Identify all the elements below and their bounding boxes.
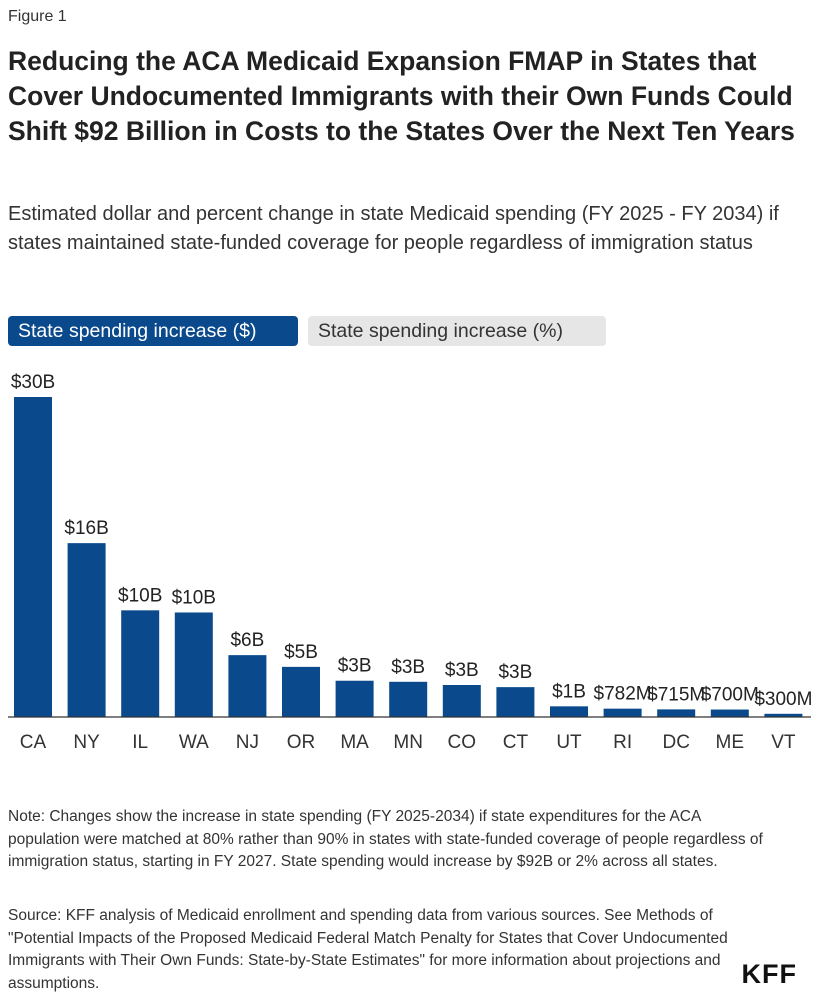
bar-dc[interactable]: [657, 709, 696, 717]
bar-mn[interactable]: [389, 681, 428, 717]
data-label-ma: $3B: [338, 656, 372, 677]
bar-or[interactable]: [282, 666, 320, 717]
toggle-dollars-button[interactable]: State spending increase ($): [8, 316, 298, 346]
tick-label-ct: CT: [503, 732, 529, 753]
tick-label-ny: NY: [73, 732, 100, 753]
data-label-wa: $10B: [172, 587, 216, 608]
bar-vt[interactable]: [764, 713, 803, 717]
data-label-ca: $30B: [11, 372, 55, 393]
bar-chart: $30B CA $16B NY $10B IL $10B WA $6B NJ $5B OR $3B MA $…: [8, 372, 813, 753]
bar-ny[interactable]: [67, 543, 106, 717]
bar-ut[interactable]: [550, 706, 588, 717]
kff-logo: KFF: [741, 959, 797, 989]
data-label-vt: $300M: [754, 689, 812, 710]
data-label-il: $10B: [118, 585, 162, 606]
tick-label-il: IL: [132, 732, 148, 753]
data-label-me: $700M: [701, 685, 759, 706]
data-label-dc: $715M: [647, 684, 705, 705]
tick-label-ri: RI: [613, 732, 632, 753]
data-label-or: $5B: [284, 642, 318, 663]
figure-label: Figure 1: [8, 8, 67, 25]
data-label-co: $3B: [445, 660, 479, 681]
source-text: Source: KFF analysis of Medicaid enrollm…: [8, 907, 728, 992]
bar-ma[interactable]: [335, 680, 374, 717]
tick-label-me: ME: [716, 732, 745, 753]
bars-group: $30B CA $16B NY $10B IL $10B WA $6B NJ $5B OR $3B MA $…: [11, 372, 813, 753]
tick-label-ma: MA: [340, 732, 369, 753]
tick-label-vt: VT: [771, 732, 796, 753]
bar-wa[interactable]: [174, 612, 213, 717]
bar-co[interactable]: [442, 685, 481, 717]
tick-label-co: CO: [448, 732, 477, 753]
chart-subtitle: Estimated dollar and percent change in s…: [8, 203, 779, 254]
bar-ct[interactable]: [496, 687, 535, 717]
data-label-ct: $3B: [498, 662, 532, 683]
data-label-ny: $16B: [64, 518, 108, 539]
tick-label-ut: UT: [556, 732, 582, 753]
bar-ca[interactable]: [14, 397, 52, 717]
toggle-percent-button[interactable]: State spending increase (%): [308, 316, 606, 346]
bar-ri[interactable]: [603, 708, 642, 717]
tick-label-nj: NJ: [236, 732, 259, 753]
data-label-mn: $3B: [391, 657, 425, 678]
data-label-ut: $1B: [552, 681, 586, 702]
bar-nj[interactable]: [228, 655, 267, 717]
data-label-ri: $782M: [594, 684, 652, 705]
tick-label-dc: DC: [662, 732, 689, 753]
bar-il[interactable]: [121, 610, 160, 717]
tick-label-wa: WA: [179, 732, 209, 753]
tick-label-mn: MN: [393, 732, 423, 753]
data-label-nj: $6B: [230, 630, 264, 651]
chart-title: Reducing the ACA Medicaid Expansion FMAP…: [8, 46, 795, 146]
tick-label-ca: CA: [20, 732, 47, 753]
bar-me[interactable]: [710, 709, 749, 717]
tick-label-or: OR: [287, 732, 316, 753]
note-text: Note: Changes show the increase in state…: [8, 808, 763, 870]
